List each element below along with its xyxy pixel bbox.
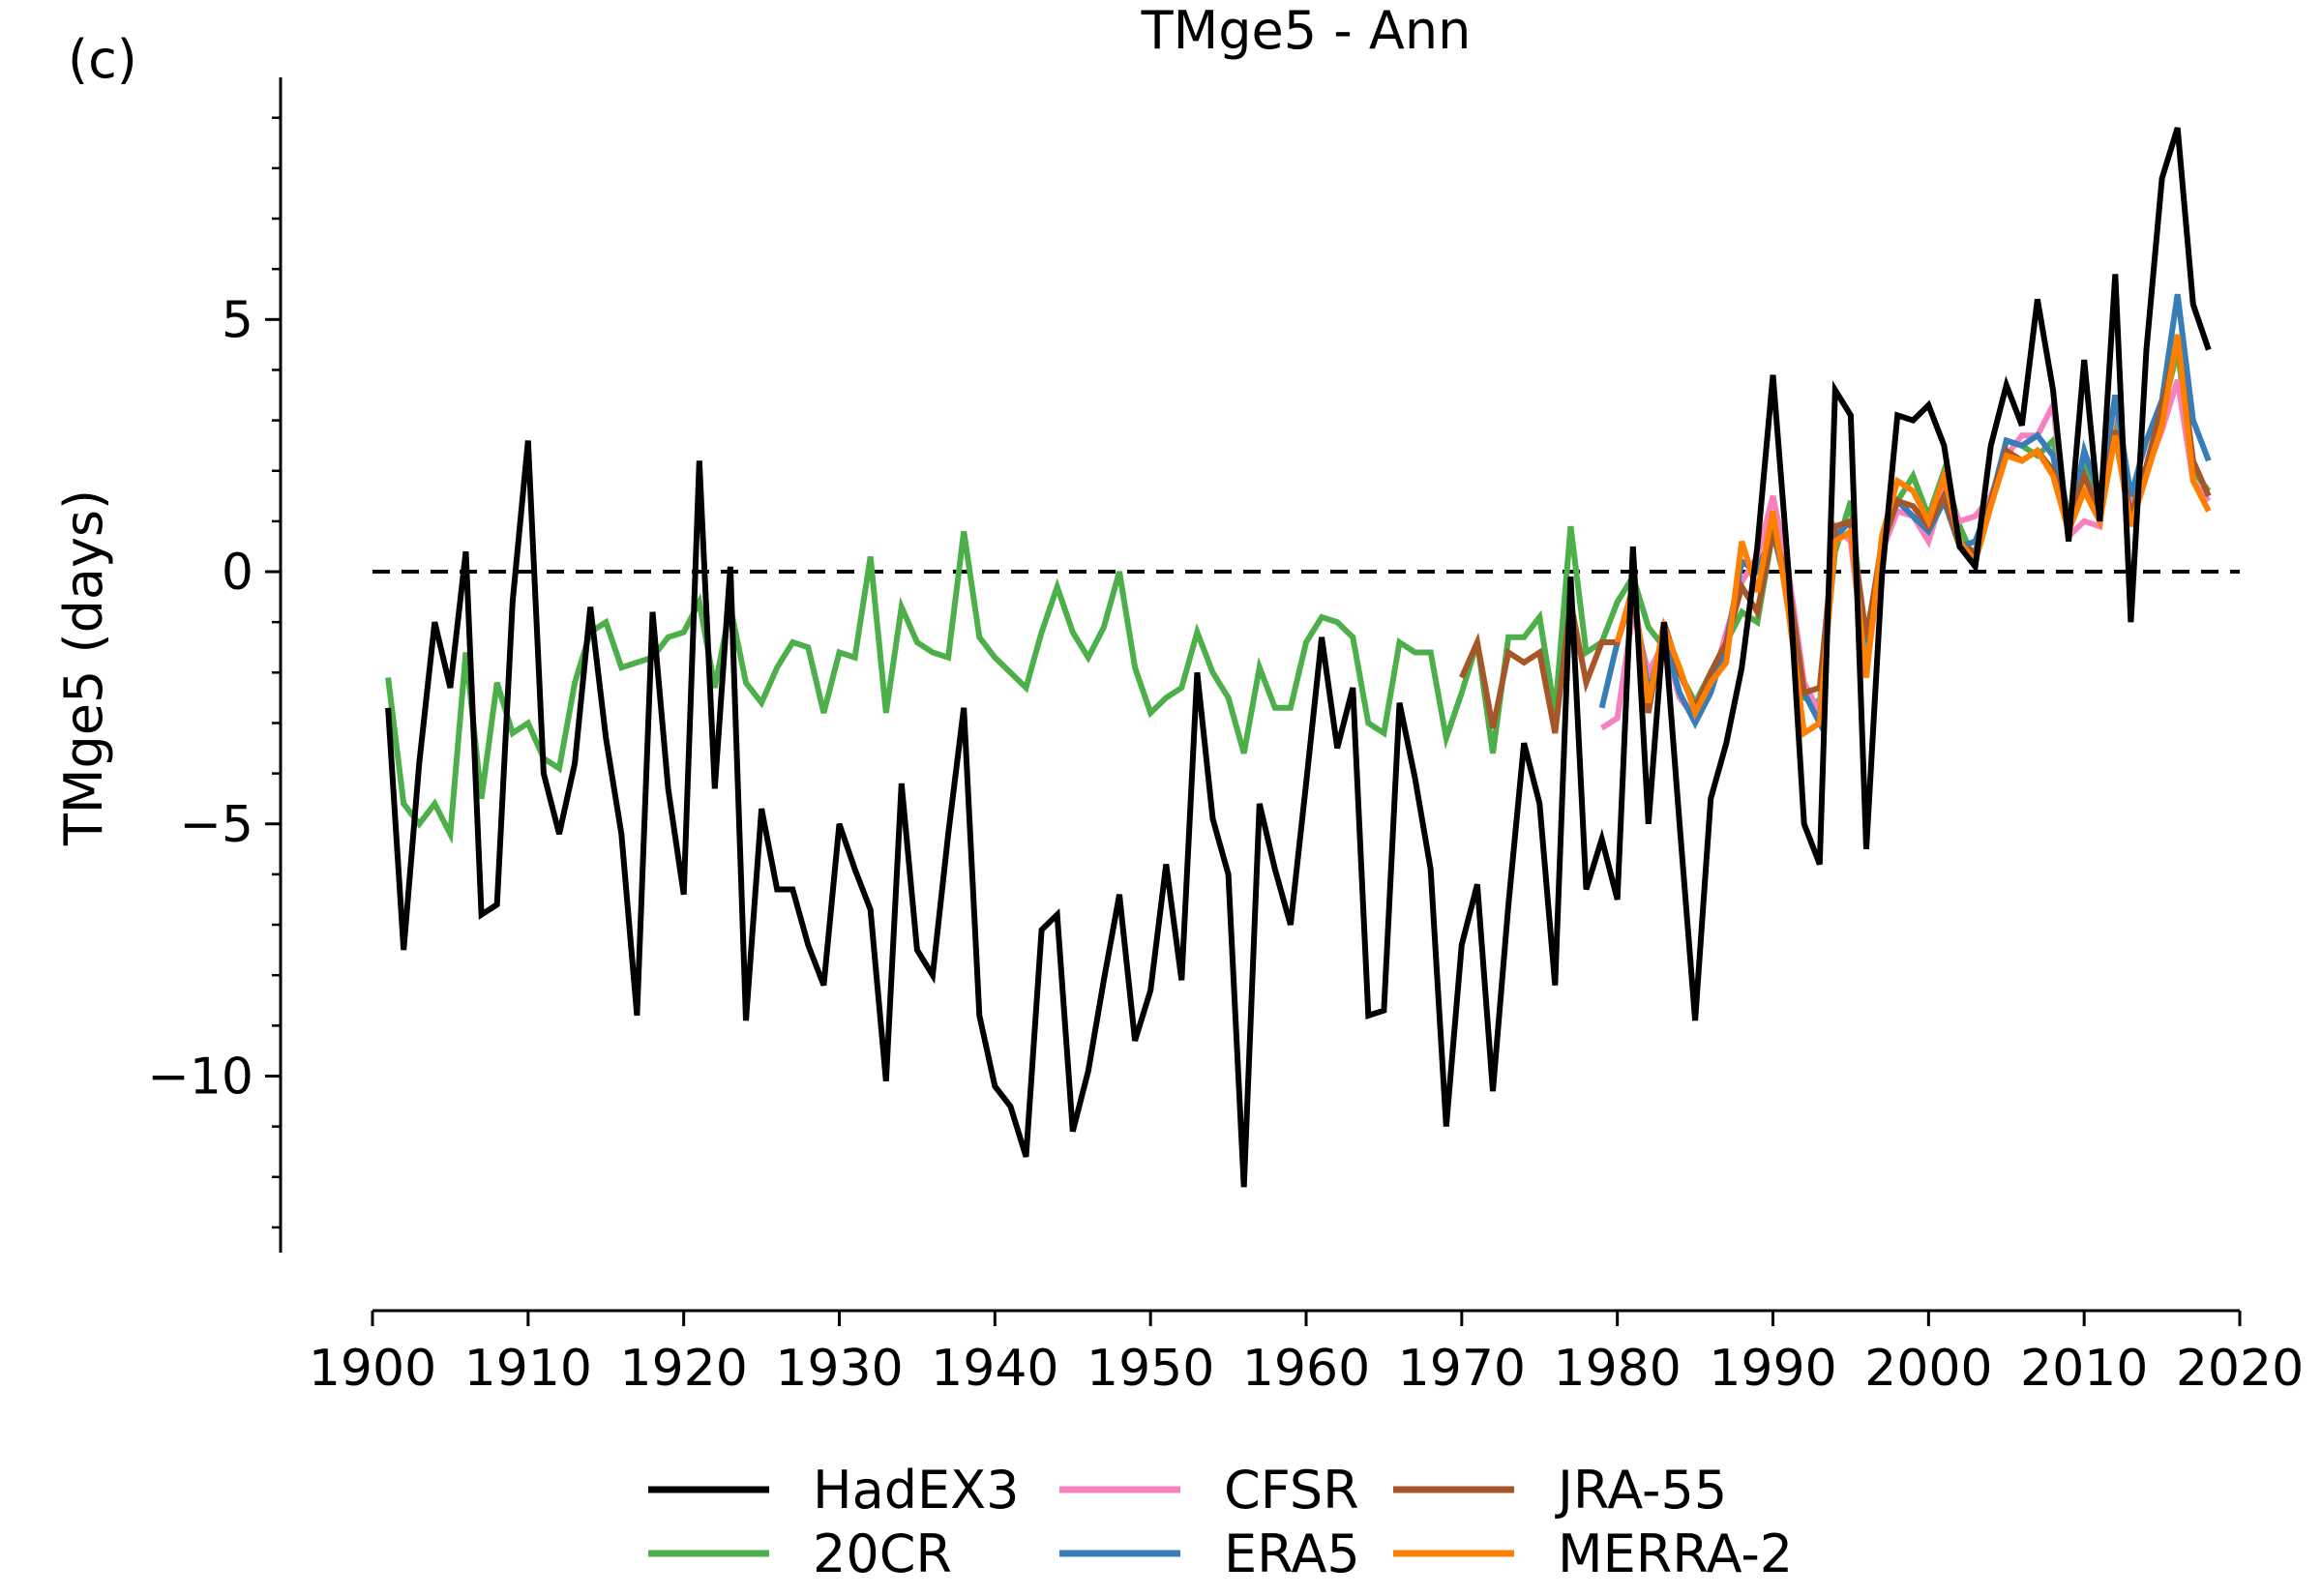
x-tick-label: 1920 (619, 1340, 747, 1398)
legend-label-jra-55: JRA-55 (1555, 1460, 1727, 1521)
panel-label: (c) (68, 29, 137, 90)
y-tick-label: 5 (222, 291, 253, 349)
x-tick-label: 1930 (775, 1340, 903, 1398)
legend-label-hadex3: HadEX3 (813, 1460, 1019, 1521)
x-tick-label: 2010 (2020, 1340, 2148, 1398)
x-tick-label: 1970 (1398, 1340, 1526, 1398)
chart-title: TMge5 - Ann (1141, 0, 1472, 61)
x-tick-label: 1960 (1242, 1340, 1370, 1398)
x-tick-label: 1990 (1709, 1340, 1836, 1398)
x-tick-label: 1980 (1553, 1340, 1681, 1398)
series-layer (385, 127, 2212, 1188)
series-line-jra-55 (1459, 339, 2212, 734)
legend-label-20cr: 20CR (813, 1523, 952, 1584)
y-tick-label: −5 (179, 796, 253, 854)
x-tick-label: 2000 (1864, 1340, 1992, 1398)
x-tick-label: 1910 (464, 1340, 592, 1398)
axes: −10 −5 0 5 1900 1910 1920 1930 1940 1950 1960 1970 1… (147, 77, 2304, 1398)
x-tick-label: 1940 (931, 1340, 1058, 1398)
y-axis-label: TMge5 (days) (53, 489, 114, 846)
legend-label-merra-2: MERRA-2 (1558, 1523, 1793, 1584)
y-tick-label: −10 (147, 1048, 253, 1106)
x-tick-label: 1900 (309, 1340, 436, 1398)
x-tick-label: 2020 (2176, 1340, 2304, 1398)
legend-label-cfsr: CFSR (1224, 1460, 1359, 1521)
series-line-hadex3 (385, 127, 2212, 1188)
x-tick-label: 1950 (1087, 1340, 1214, 1398)
y-tick-label: 0 (222, 544, 253, 602)
series-line-era5 (1598, 293, 2212, 734)
legend-label-era5: ERA5 (1224, 1523, 1360, 1584)
series-line-merra-2 (1614, 334, 2212, 739)
